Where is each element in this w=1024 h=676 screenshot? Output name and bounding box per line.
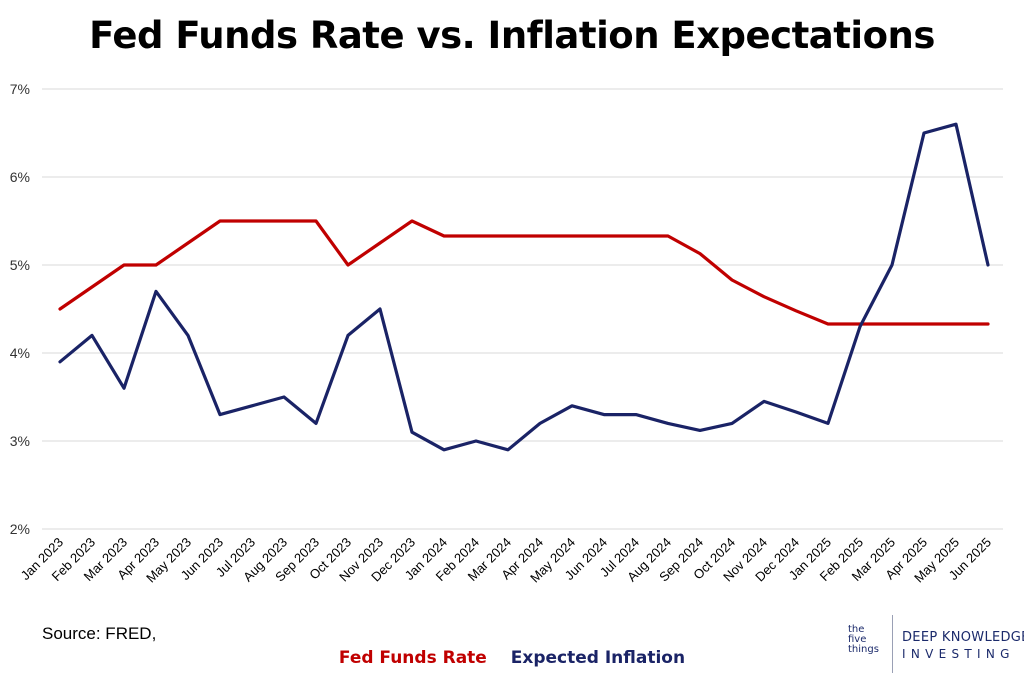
legend-expected-inflation: Expected Inflation bbox=[510, 648, 686, 668]
logo-word-five: five bbox=[848, 634, 867, 645]
y-tick-label-5: 7% bbox=[10, 81, 30, 97]
source-note: Source: FRED, bbox=[42, 624, 157, 643]
y-tick-label-0: 2% bbox=[10, 521, 30, 537]
y-tick-label-4: 6% bbox=[10, 169, 30, 185]
logo-line1: DEEP KNOWLEDGE bbox=[902, 630, 1024, 645]
chart-title: Fed Funds Rate vs. Inflation Expectation… bbox=[89, 14, 935, 57]
deep-knowledge-logo: DEEP KNOWLEDGE INVESTING bbox=[902, 630, 1024, 661]
logo-line2: INVESTING bbox=[902, 647, 1015, 661]
five-things-logo: the five things bbox=[848, 625, 888, 655]
legend: Fed Funds Rate Expected Inflation bbox=[0, 648, 1024, 668]
logo-word-the: the bbox=[848, 624, 865, 635]
series-line-fed-funds-rate bbox=[58, 219, 990, 326]
y-tick-label-1: 3% bbox=[10, 433, 30, 449]
logo-word-things: things bbox=[848, 644, 879, 655]
y-tick-label-2: 4% bbox=[10, 345, 30, 361]
y-tick-label-3: 5% bbox=[10, 257, 30, 273]
legend-fed-funds-rate: Fed Funds Rate bbox=[338, 648, 487, 668]
series-line-expected-inflation bbox=[58, 122, 990, 452]
logo-divider bbox=[892, 615, 893, 673]
